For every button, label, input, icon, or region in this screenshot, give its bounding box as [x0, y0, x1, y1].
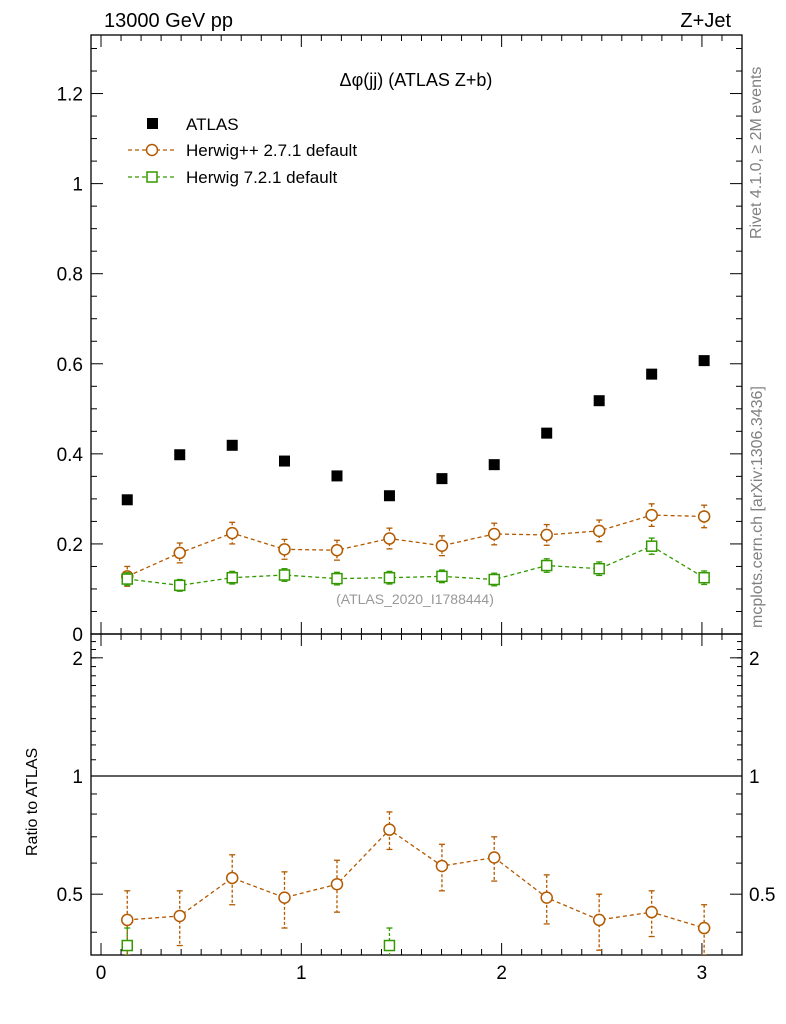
data-point — [330, 543, 344, 557]
data-point — [436, 473, 448, 485]
x-tick-label: 1 — [296, 963, 307, 984]
data-point — [540, 559, 553, 572]
ratio-data-point — [173, 909, 186, 923]
data-point — [488, 573, 500, 586]
ratio-data-point — [697, 921, 711, 935]
ratio-data-point — [383, 939, 396, 952]
ratio-data-point — [645, 905, 658, 919]
ratio-data-point — [487, 851, 501, 864]
data-point — [331, 572, 343, 585]
main-data-layer — [121, 355, 711, 592]
data-point — [698, 355, 710, 367]
main-y-tick-label: 1.2 — [57, 85, 83, 106]
ratio-series-1 — [121, 927, 396, 955]
data-point — [225, 526, 239, 540]
legend-herwigpp-marker — [145, 143, 159, 157]
data-point — [488, 459, 500, 471]
legend: ATLAS Herwig++ 2.7.1 default Herwig 7.2.… — [128, 115, 357, 187]
x-tick-label: 0 — [96, 963, 107, 984]
data-point — [383, 532, 396, 545]
mcplots-reference-label: mcplots.cern.ch [arXiv:1306.3436] — [749, 386, 766, 628]
plot-title: Δφ(jj) (ATLAS Z+b) — [340, 70, 493, 90]
legend-herwigpp-label: Herwig++ 2.7.1 default — [186, 141, 357, 160]
ratio-data-point — [435, 859, 449, 873]
data-point — [226, 571, 238, 584]
data-point — [435, 539, 449, 552]
data-point — [278, 569, 291, 581]
legend-herwig7-marker — [146, 171, 158, 183]
ratio-data-point — [383, 823, 396, 836]
ratio-data-point — [225, 871, 239, 885]
data-point — [593, 562, 605, 575]
rivet-version-label: Rivet 4.1.0, ≥ 2M events — [748, 67, 765, 239]
main-axis-ticks: 0 0.2 0.4 0.6 0.8 1 1.2 — [57, 35, 742, 646]
ratio-y-tick-label: 1 — [72, 767, 83, 788]
main-y-tick-label: 0.8 — [57, 265, 83, 286]
ratio-data-point — [121, 939, 134, 952]
ratio-data-layer — [91, 775, 742, 955]
data-point — [121, 494, 133, 506]
main-y-tick-label: 0 — [72, 625, 83, 646]
legend-entry-atlas: ATLAS — [147, 115, 239, 134]
series-0 — [121, 355, 710, 506]
ratio-data-point — [330, 878, 344, 891]
ratio-y-axis-label: Ratio to ATLAS — [24, 748, 41, 856]
data-point — [121, 573, 134, 585]
main-y-tick-label: 1 — [72, 175, 83, 196]
legend-atlas-label: ATLAS — [186, 115, 239, 134]
data-point — [645, 508, 658, 522]
series-2 — [121, 537, 710, 592]
series-line — [127, 545, 705, 587]
main-plot-panel: 0 0.2 0.4 0.6 0.8 1 1.2 Δφ(jj) (ATLAS Z+b) (AT… — [57, 34, 743, 646]
x-tick-label: 2 — [496, 963, 507, 984]
data-point — [436, 570, 448, 583]
ratio-data-point — [278, 891, 291, 904]
series-line — [126, 514, 705, 577]
legend-atlas-marker — [147, 118, 158, 129]
legend-entry-herwigpp: Herwig++ 2.7.1 default — [128, 141, 357, 160]
main-y-tick-label: 0.4 — [57, 445, 84, 466]
analysis-watermark: (ATLAS_2020_I1788444) — [336, 591, 494, 607]
data-point — [698, 571, 710, 584]
data-point — [540, 528, 553, 542]
ratio-axis-ticks: 0.5 0.5 1 1 2 2 0 1 2 3 — [57, 634, 775, 984]
ratio-frame — [90, 633, 743, 956]
data-point — [173, 546, 186, 560]
data-point — [541, 427, 553, 439]
data-point — [593, 395, 605, 407]
ratio-plot-panel: 0.5 0.5 1 1 2 2 0 1 2 3 Ratio to ATLAS — [24, 633, 775, 984]
data-point — [592, 524, 606, 538]
data-point — [697, 510, 711, 523]
ratio-series-line — [127, 828, 705, 929]
legend-entry-herwig7: Herwig 7.2.1 default — [128, 168, 337, 187]
data-point — [487, 527, 501, 541]
header-energy-label: 13000 GeV pp — [104, 10, 233, 32]
main-y-tick-label: 0.6 — [57, 355, 83, 376]
ratio-data-point — [121, 913, 134, 927]
ratio-y-tick-label: 2 — [72, 649, 83, 670]
ratio-series-0 — [121, 811, 711, 955]
x-tick-label: 3 — [697, 963, 708, 984]
ratio-y-tick-label-right: 0.5 — [749, 885, 775, 906]
main-y-tick-label: 0.2 — [57, 535, 83, 556]
ratio-data-point — [540, 891, 553, 904]
data-point — [173, 579, 186, 592]
data-point — [174, 449, 186, 461]
ratio-y-tick-label: 0.5 — [57, 885, 83, 906]
data-point — [278, 455, 290, 467]
data-point — [226, 439, 238, 451]
series-1 — [121, 503, 711, 587]
legend-herwig7-label: Herwig 7.2.1 default — [186, 168, 337, 187]
ratio-y-tick-label-right: 2 — [749, 649, 760, 670]
data-point — [331, 470, 343, 482]
data-point — [278, 543, 291, 556]
ratio-y-tick-label-right: 1 — [749, 767, 760, 788]
data-point — [383, 571, 396, 584]
header-process-label: Z+Jet — [680, 10, 731, 32]
ratio-data-point — [592, 913, 606, 927]
data-point — [645, 540, 658, 552]
data-point — [383, 490, 395, 502]
data-point — [646, 368, 658, 380]
